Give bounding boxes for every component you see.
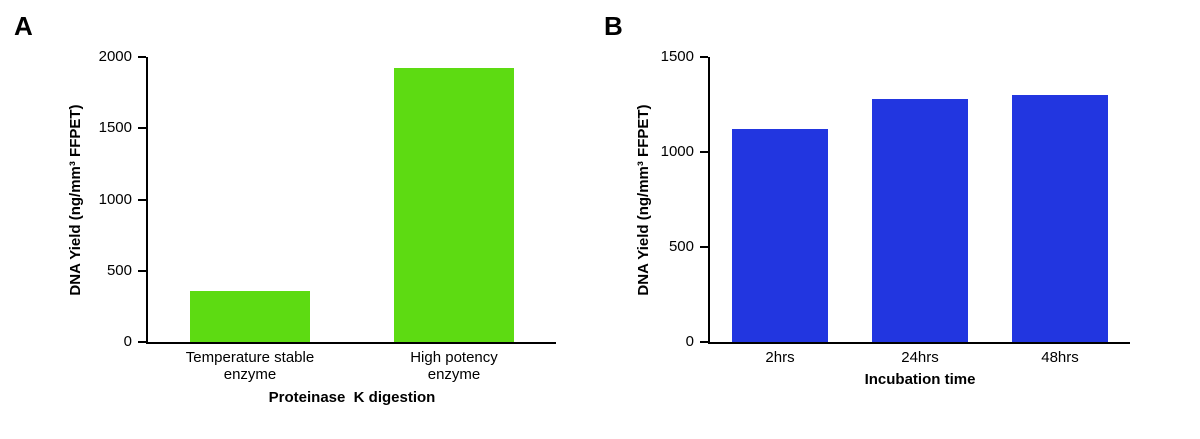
y-tick-label: 500 (106, 261, 132, 279)
y-tick (700, 151, 708, 153)
y-tick-label: 500 (668, 238, 694, 255)
category-label: High potency enzyme (410, 349, 498, 383)
y-tick (138, 269, 146, 272)
y-tick (700, 246, 708, 248)
y-axis-line (708, 57, 710, 344)
y-tick-label: 1000 (98, 190, 132, 208)
panel-b: B 0 500 1000 1500 2hrs 24hrs 48hrs Incubation t… (600, 0, 1200, 439)
y-tick (138, 56, 146, 58)
y-tick-label: 1500 (660, 48, 694, 65)
y-axis-title: DNA Yield (ng/mm³ FFPET) (635, 103, 652, 296)
bar (732, 129, 828, 342)
y-tick (700, 56, 708, 58)
y-tick (138, 127, 146, 130)
y-tick-label: 0 (685, 333, 694, 350)
x-axis-title: Proteinase K digestion (268, 389, 436, 406)
bar (1012, 95, 1108, 342)
category-label: 2hrs (765, 349, 795, 366)
bar (394, 68, 514, 342)
x-axis-line (708, 342, 1130, 344)
y-tick-label: 2000 (98, 48, 132, 65)
bar-chart-panel-a: 0 500 1000 1500 2000 Temperature stable enzym… (67, 48, 556, 406)
y-tick (700, 341, 708, 343)
panel-b-label: B (604, 11, 623, 41)
bar (190, 290, 310, 342)
y-axis-line (146, 57, 148, 344)
x-axis-title: Incubation time (864, 371, 976, 388)
y-tick-label: 1000 (660, 143, 694, 160)
category-label: 48hrs (1041, 349, 1079, 366)
x-axis-line (146, 342, 556, 344)
y-tick-label: 0 (123, 333, 132, 350)
panel-a-label: A (14, 11, 33, 41)
y-tick (138, 198, 146, 201)
y-tick-label: 1500 (98, 119, 132, 137)
category-label: 24hrs (901, 349, 939, 366)
category-label: Temperature stable enzyme (185, 349, 315, 383)
y-axis-title: DNA Yield (ng/mm³ FFPET) (67, 103, 84, 296)
bar (872, 98, 968, 342)
bar-chart-panel-b: 0 500 1000 1500 2hrs 24hrs 48hrs Incubation tim… (600, 0, 1200, 439)
panel-a: A 0 500 1000 1500 2000 Temperature stable enz… (14, 11, 556, 406)
y-tick (138, 341, 146, 343)
